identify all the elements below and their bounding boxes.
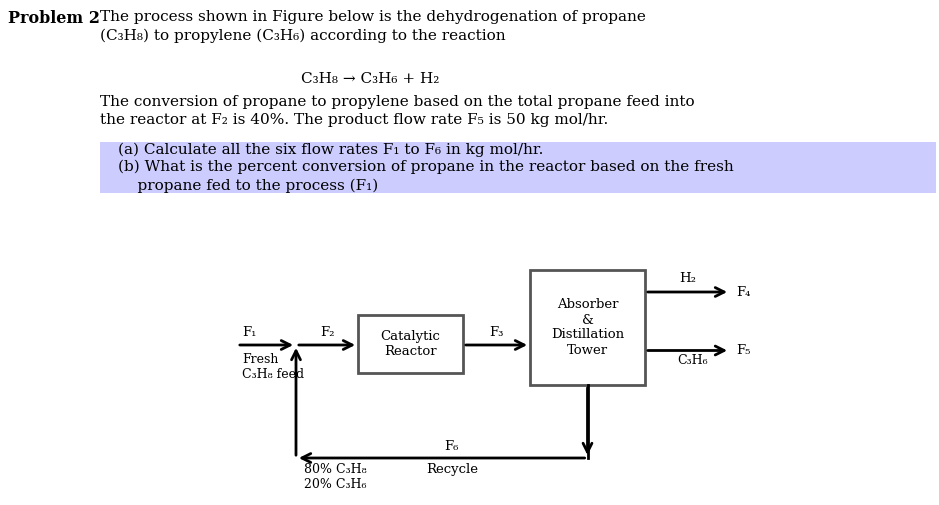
Text: Absorber
&
Distillation
Tower: Absorber & Distillation Tower [551,298,624,357]
Text: The process shown in Figure below is the dehydrogenation of propane
(C₃H₈) to pr: The process shown in Figure below is the… [100,10,646,43]
Text: (b) What is the percent conversion of propane in the reactor based on the fresh
: (b) What is the percent conversion of pr… [118,160,733,193]
Text: Recycle: Recycle [425,463,478,476]
Text: F₁: F₁ [242,326,256,338]
Bar [358,315,463,373]
Text: (a) Calculate all the six flow rates F₁ to F₆ in kg mol/hr.: (a) Calculate all the six flow rates F₁ … [118,143,544,158]
Text: F₂: F₂ [320,326,334,338]
Bar [100,142,936,159]
Text: C₃H₆: C₃H₆ [677,355,708,368]
Text: Fresh
C₃H₈ feed: Fresh C₃H₈ feed [242,353,304,381]
Text: C₃H₈ → C₃H₆ + H₂: C₃H₈ → C₃H₆ + H₂ [300,72,439,86]
Text: Catalytic
Reactor: Catalytic Reactor [380,330,440,358]
Bar [530,270,645,385]
Text: F₅: F₅ [736,344,750,357]
Text: H₂: H₂ [679,273,696,285]
Text: 80% C₃H₈
20% C₃H₆: 80% C₃H₈ 20% C₃H₆ [304,463,366,491]
Bar [100,159,936,193]
Text: Problem 2: Problem 2 [8,10,100,27]
Text: The conversion of propane to propylene based on the total propane feed into
the : The conversion of propane to propylene b… [100,95,695,127]
Text: F₃: F₃ [489,326,503,338]
Text: F₄: F₄ [736,285,750,298]
Text: F₆: F₆ [444,439,459,452]
